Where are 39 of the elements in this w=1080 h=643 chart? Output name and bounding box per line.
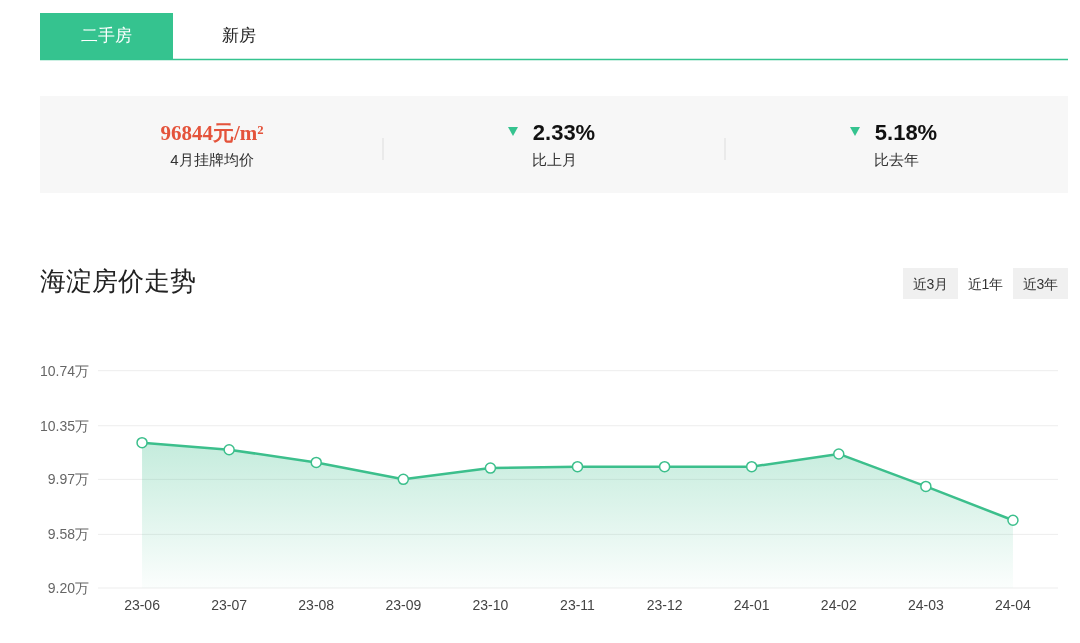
x-tick-label: 23-07 [211,597,248,613]
x-tick-label: 23-11 [560,597,596,613]
text: 比去年 [873,151,919,168]
x-tick-label: 23-06 [124,597,161,613]
text: 近3月 [912,276,949,292]
point [920,480,932,493]
x-tick-label: 23-08 [298,597,335,613]
point [745,460,758,473]
text: 4月挂牌均价 [170,151,254,168]
y-tick-label: 9.97万 [47,471,89,488]
point [223,443,235,456]
point [658,460,671,473]
x-tick-label: 24-02 [820,597,857,613]
point [136,436,148,449]
text: 二手房 [80,26,132,45]
y-tick-label: 9.20万 [47,580,89,596]
point [1007,514,1019,527]
chart-title: 海淀房价走势 [40,266,196,296]
point [571,460,584,473]
text: 5.18% [874,120,938,145]
x-tick-label: 24-04 [995,597,1032,613]
y-tick-label: 9.58万 [47,526,89,543]
text: 96844元/m² [160,121,264,145]
text: 新房 [222,26,256,45]
text: 2.33% [532,120,596,145]
x-tick-label: 24-03 [907,597,944,613]
point [397,473,410,486]
text: 近1年 [967,276,1004,292]
x-tick-label: 23-10 [472,597,509,613]
text: 比上月 [531,151,577,168]
point [310,456,322,469]
y-tick-label: 10.35万 [39,417,89,434]
x-tick-label: 24-01 [733,597,770,613]
point [833,448,845,460]
point [484,462,497,474]
y-tick-label: 10.74万 [39,362,89,379]
text: 近3年 [1022,276,1059,292]
x-tick-label: 23-12 [646,597,683,613]
x-tick-label: 23-09 [385,597,422,613]
